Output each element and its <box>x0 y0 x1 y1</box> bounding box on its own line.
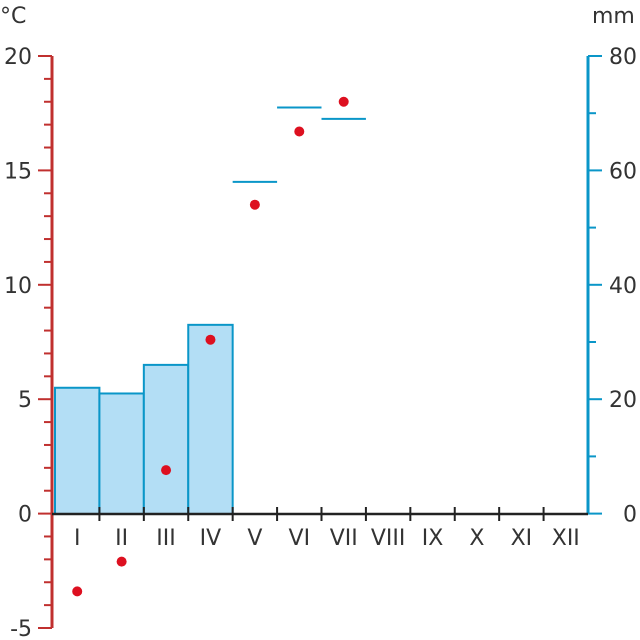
precip-bar-IV <box>187 323 234 515</box>
temperature-point-V <box>249 199 260 210</box>
temperature-point-I <box>72 586 83 597</box>
month-label: IV <box>200 526 222 551</box>
month-label: XI <box>511 526 533 551</box>
month-axis: I II III IV V VI VII VIII IX X XI XII <box>52 507 588 551</box>
precipitation-tick-label: 60 <box>609 159 637 184</box>
month-label: X <box>469 526 484 551</box>
month-label: I <box>74 526 81 551</box>
precipitation-tick-label: 40 <box>609 274 637 299</box>
month-label: VIII <box>371 526 406 551</box>
temperature-point-IV <box>205 334 216 345</box>
temperature-point-VI <box>294 126 305 137</box>
temperature-tick-label: 20 <box>4 45 32 70</box>
right-unit-label: mm <box>592 4 635 29</box>
month-label: II <box>115 526 128 551</box>
month-label: III <box>156 526 175 551</box>
precipitation-tick-label: 0 <box>623 503 637 528</box>
precip-bar-I <box>54 386 101 516</box>
temperature-point-II <box>116 556 127 567</box>
precipitation-bars <box>54 323 234 516</box>
temperature-tick-label: 0 <box>18 503 32 528</box>
precipitation-axis: 0 20 40 60 80 <box>586 45 637 528</box>
month-label: VI <box>289 526 311 551</box>
temperature-tick-label: 5 <box>18 388 32 413</box>
precip-bar-III <box>142 363 190 515</box>
precipitation-tick-label: 80 <box>609 45 637 70</box>
temperature-point-VII <box>338 96 349 107</box>
temperature-tick-label: 15 <box>4 159 32 184</box>
month-label: V <box>247 526 262 551</box>
left-unit-label: °C <box>0 4 26 29</box>
temperature-point-III <box>161 465 172 476</box>
month-label: XII <box>552 526 580 551</box>
temperature-points <box>72 96 349 597</box>
precip-bar-II <box>98 392 145 516</box>
temperature-axis: -5 0 5 10 15 20 <box>4 45 54 640</box>
month-label: IX <box>422 526 444 551</box>
month-label: VII <box>330 526 358 551</box>
precipitation-tick-label: 20 <box>609 388 637 413</box>
temperature-tick-label: 10 <box>4 274 32 299</box>
temperature-tick-label: -5 <box>10 617 32 640</box>
precipitation-lines <box>232 106 366 183</box>
